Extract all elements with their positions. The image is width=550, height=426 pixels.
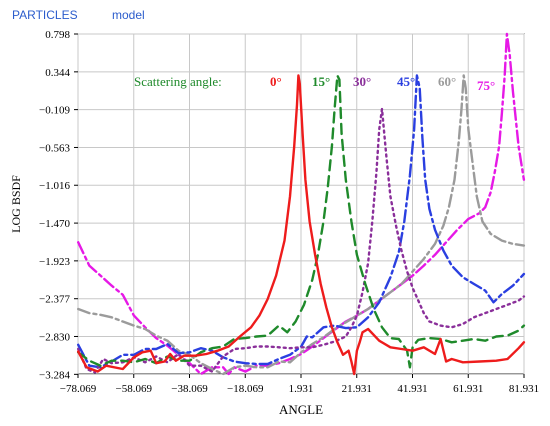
y-tick-label: −0.563 xyxy=(39,142,70,154)
legend-entry: 15° xyxy=(312,74,330,89)
app-subtitle: model xyxy=(112,8,145,22)
y-tick-label: 0.798 xyxy=(45,29,70,41)
app-title: PARTICLES xyxy=(12,8,78,22)
x-tick-label: −78.069 xyxy=(60,383,97,395)
series-line-0 xyxy=(77,74,526,376)
y-tick-label: −1.923 xyxy=(39,256,70,268)
legend-entry: 75° xyxy=(477,78,495,93)
legend: 0° 15° 30° 45° 60° 75° xyxy=(270,74,495,93)
x-axis-ticks: −78.069 −58.069 −38.069 −18.069 1.931 21.931 4… xyxy=(60,374,539,395)
legend-title: Scattering angle: xyxy=(134,74,222,89)
legend-entry: 30° xyxy=(353,74,371,89)
x-tick-label: 61.931 xyxy=(453,383,483,395)
x-tick-label: 21.931 xyxy=(342,383,372,395)
x-tick-label: 81.931 xyxy=(509,383,539,395)
y-tick-label: −2.377 xyxy=(39,294,70,306)
y-tick-label: −3.284 xyxy=(39,369,70,381)
y-axis-label: LOG BSDF xyxy=(9,175,23,233)
y-tick-label: 0.344 xyxy=(45,67,70,79)
y-tick-label: −1.470 xyxy=(39,218,70,230)
x-axis-label: ANGLE xyxy=(279,402,323,417)
y-tick-label: −1.016 xyxy=(39,180,70,192)
x-tick-label: −58.069 xyxy=(116,383,153,395)
y-tick-label: −0.109 xyxy=(39,105,70,117)
legend-entry: 60° xyxy=(438,74,456,89)
y-tick-label: −2.830 xyxy=(39,331,70,343)
series-line-3 xyxy=(77,74,526,369)
series-group xyxy=(77,32,526,376)
legend-entry: 45° xyxy=(397,74,415,89)
y-axis-ticks: 0.798 0.344 −0.109 −0.563 −1.016 −1.470 −1.923… xyxy=(39,29,78,381)
x-tick-label: 1.931 xyxy=(289,383,314,395)
legend-entry: 0° xyxy=(270,74,282,89)
x-tick-label: 41.931 xyxy=(397,383,427,395)
x-tick-label: −18.069 xyxy=(227,383,264,395)
x-tick-label: −38.069 xyxy=(171,383,208,395)
